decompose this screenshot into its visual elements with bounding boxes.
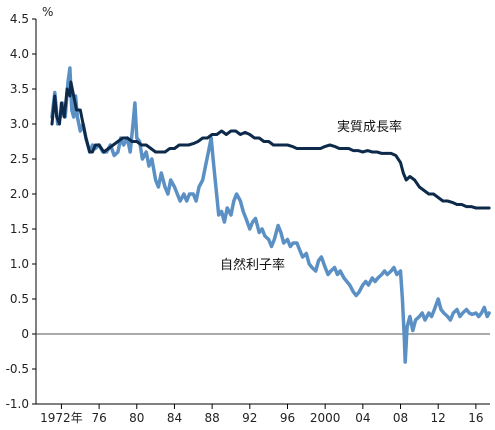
y-tick-label: 3.5 [10, 82, 29, 96]
x-tick-label: 92 [242, 411, 257, 425]
x-tick-label: 2000 [310, 411, 341, 425]
x-tick-label: 1972年 [40, 411, 83, 425]
y-tick-label: 2.5 [10, 152, 29, 166]
x-tick-label: 96 [280, 411, 295, 425]
y-tick-label: 1.0 [10, 257, 29, 271]
y-tick-label: 4.0 [10, 47, 29, 61]
series-label-growth: 実質成長率 [337, 119, 402, 135]
y-unit-label: % [42, 5, 53, 19]
x-tick-label: 08 [393, 411, 408, 425]
y-axis-ticks: 4.5 4.0 3.5 3.0 2.5 2.0 1.5 1.0 0.5 0 -0.5 -1.0 [6, 12, 36, 411]
series-label-natural-rate: 自然利子率 [220, 257, 285, 273]
y-tick-label: 0 [21, 327, 29, 341]
y-tick-label: 0.5 [10, 292, 29, 306]
series-line-growth [50, 80, 491, 210]
x-tick-label: 80 [129, 411, 144, 425]
y-tick-label: 2.0 [10, 187, 29, 201]
x-tick-label: 84 [167, 411, 182, 425]
y-tick-label: 4.5 [10, 12, 29, 26]
x-tick-label: 04 [355, 411, 370, 425]
series-layer [50, 66, 491, 364]
series-line-natural-rate [50, 66, 491, 364]
y-tick-label: 3.0 [10, 117, 29, 131]
x-tick-label: 16 [468, 411, 483, 425]
x-axis-ticks: 1972年 76 80 84 88 92 96 2000 04 08 12 16 [40, 404, 484, 425]
y-tick-label: -0.5 [6, 362, 29, 376]
y-tick-label: 1.5 [10, 222, 29, 236]
x-tick-label: 76 [91, 411, 106, 425]
x-tick-label: 12 [431, 411, 446, 425]
y-tick-label: -1.0 [6, 397, 29, 411]
x-tick-label: 88 [204, 411, 219, 425]
